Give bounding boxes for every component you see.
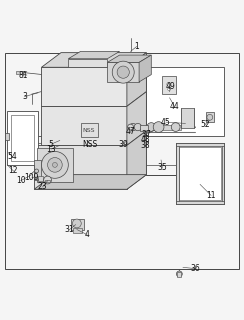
Text: NSS: NSS [83,128,95,133]
Text: 81: 81 [19,71,28,80]
Circle shape [117,66,129,78]
Circle shape [207,114,213,120]
Polygon shape [151,124,181,130]
Circle shape [112,61,134,83]
Circle shape [48,157,62,172]
Polygon shape [34,175,146,189]
Polygon shape [41,106,127,145]
Polygon shape [181,108,194,128]
Circle shape [52,163,57,167]
Polygon shape [5,133,9,140]
Polygon shape [5,52,239,268]
Text: 39: 39 [118,140,128,149]
Text: NSS: NSS [83,140,98,149]
Text: 3: 3 [22,92,27,101]
Text: 54: 54 [7,152,17,161]
Polygon shape [177,272,181,276]
Text: 23: 23 [38,182,48,191]
Text: 1: 1 [134,42,139,51]
Text: 36: 36 [190,264,200,273]
Polygon shape [81,124,98,137]
Polygon shape [68,59,107,67]
Text: 35: 35 [157,163,167,172]
Text: 38: 38 [140,141,150,150]
Text: 37: 37 [142,130,151,139]
Polygon shape [16,71,23,74]
Text: 109: 109 [24,172,39,181]
Text: 49: 49 [166,82,176,91]
Polygon shape [176,201,224,204]
Text: 52: 52 [200,120,210,129]
Polygon shape [38,176,43,181]
Polygon shape [45,180,50,182]
Text: 31: 31 [65,225,74,234]
Polygon shape [71,219,84,229]
Circle shape [72,219,81,228]
Circle shape [153,122,164,132]
Polygon shape [127,131,146,189]
Polygon shape [41,53,146,67]
Circle shape [134,124,142,131]
Circle shape [128,124,133,130]
Polygon shape [206,112,214,122]
Polygon shape [162,76,176,94]
Circle shape [35,169,39,173]
Polygon shape [140,124,148,131]
Text: 12: 12 [9,166,18,175]
Circle shape [147,123,156,132]
Polygon shape [73,228,82,233]
Text: 11: 11 [206,191,216,200]
Text: 5: 5 [49,140,54,149]
Polygon shape [127,53,146,106]
Circle shape [167,83,171,86]
Circle shape [44,176,51,184]
Text: 4: 4 [84,230,89,239]
Polygon shape [34,160,41,180]
Circle shape [171,123,180,132]
Text: 13: 13 [46,145,56,154]
Polygon shape [176,143,224,146]
Polygon shape [68,52,120,59]
Polygon shape [107,62,139,82]
Circle shape [176,271,182,277]
Text: 45: 45 [161,118,171,127]
Text: 10: 10 [16,176,26,185]
Polygon shape [179,147,221,200]
Polygon shape [7,111,38,165]
Circle shape [168,88,170,91]
Polygon shape [127,92,146,145]
Polygon shape [139,55,151,82]
Polygon shape [11,115,34,161]
Circle shape [129,124,137,131]
Polygon shape [41,67,127,106]
Polygon shape [107,55,151,62]
Text: 48: 48 [140,135,150,144]
Text: 47: 47 [126,127,135,136]
Text: 44: 44 [170,102,179,111]
Circle shape [41,151,68,178]
Polygon shape [176,143,179,204]
Polygon shape [37,148,73,182]
Polygon shape [176,143,224,204]
Polygon shape [146,67,224,136]
Polygon shape [34,145,127,189]
Polygon shape [222,143,224,204]
